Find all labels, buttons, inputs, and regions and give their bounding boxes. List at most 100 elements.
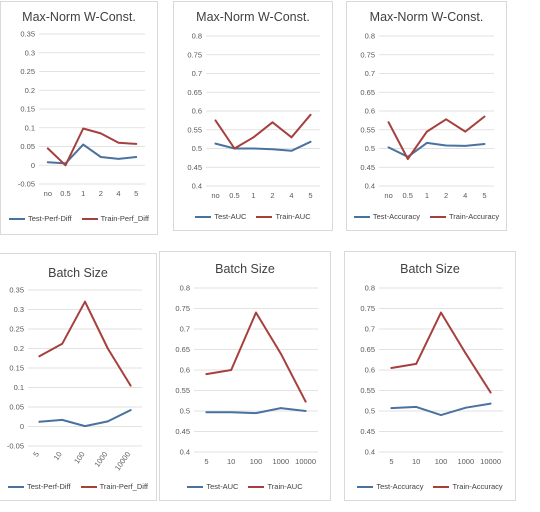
data-point [205, 373, 208, 375]
y-tick-label: 0.5 [365, 144, 375, 153]
data-point [387, 146, 390, 149]
data-point [426, 141, 428, 144]
y-tick-label: 0.65 [360, 88, 375, 97]
y-tick-label: 0.55 [360, 125, 375, 134]
data-point [106, 420, 109, 423]
x-tick-label: 0.5 [60, 189, 70, 198]
x-tick-label: 10 [412, 457, 420, 466]
chart-legend: Test-Perf-Diff Train-Perf_Diff [0, 482, 156, 491]
y-tick-label: 0.4 [180, 448, 190, 457]
legend-swatch [353, 215, 370, 218]
data-point [61, 418, 64, 421]
x-tick-label: 1000 [92, 450, 109, 469]
data-point [82, 127, 85, 130]
legend-swatch [248, 485, 265, 488]
x-tick-label: 10 [52, 450, 64, 462]
data-point [387, 121, 390, 124]
x-tick-label: 1 [425, 191, 429, 200]
legend-item: Train-AUC [256, 212, 311, 221]
y-tick-label: 0.5 [180, 407, 190, 416]
legend-item: Test-AUC [195, 212, 246, 221]
legend-swatch [433, 485, 450, 488]
y-tick-label: 0.7 [180, 325, 190, 334]
data-point [252, 136, 255, 139]
data-point [255, 412, 257, 414]
y-tick-label: 0.2 [25, 86, 35, 95]
x-tick-label: 0.5 [229, 191, 239, 200]
y-tick-label: 0.6 [365, 107, 375, 116]
chart-title: Max-Norm W-Const. [369, 10, 484, 24]
x-tick-label: 5 [31, 450, 41, 459]
series-line [38, 409, 132, 428]
legend-item: Train-Perf_Diff [81, 214, 149, 223]
y-tick-label: 0.8 [180, 284, 190, 293]
y-tick-label: 0.35 [9, 286, 24, 295]
x-tick-label: 10000 [113, 450, 132, 472]
y-tick-label: 0.05 [20, 142, 35, 151]
y-tick-label: 0.55 [187, 125, 202, 134]
y-tick-label: 0.25 [9, 325, 24, 334]
data-point [464, 406, 467, 409]
data-point [84, 425, 86, 428]
data-point [489, 402, 492, 405]
y-tick-label: 0.05 [9, 403, 24, 412]
series-line [205, 311, 307, 403]
data-point [464, 352, 467, 355]
x-tick-label: 100 [250, 457, 263, 466]
y-tick-label: 0.55 [360, 386, 375, 395]
data-point [390, 367, 393, 369]
data-point [129, 409, 132, 412]
data-point [214, 119, 217, 122]
y-tick-label: 0.35 [20, 30, 35, 39]
y-tick-label: 0.4 [365, 182, 375, 191]
data-point [233, 147, 236, 150]
x-tick-label: 2 [99, 189, 103, 198]
data-point [489, 391, 492, 394]
chart-legend: Test-Accuracy Train-Accuracy [347, 212, 506, 221]
legend-item: Test-Perf-Diff [8, 482, 71, 491]
data-point [135, 142, 138, 145]
legend-label: Train-Perf_Diff [100, 214, 149, 223]
legend-swatch [187, 485, 204, 488]
data-point [390, 407, 393, 410]
data-point [309, 140, 312, 143]
series-line [390, 311, 492, 394]
data-point [440, 414, 442, 416]
x-tick-label: 100 [435, 457, 448, 466]
chart-legend: Test-AUC Train-AUC [174, 212, 332, 221]
x-tick-label: 1000 [457, 457, 474, 466]
data-point [271, 121, 274, 124]
y-tick-label: 0.7 [365, 325, 375, 334]
data-point [445, 118, 447, 121]
data-point [483, 115, 486, 118]
data-point [255, 311, 257, 314]
x-tick-label: 10000 [480, 457, 501, 466]
legend-item: Train-Accuracy [429, 212, 499, 221]
series-line [214, 140, 312, 152]
data-point [129, 384, 132, 387]
y-tick-label: 0.1 [25, 123, 35, 132]
data-point [106, 347, 109, 350]
data-point [290, 136, 293, 139]
y-tick-label: 0.25 [20, 67, 35, 76]
data-point [440, 311, 442, 314]
data-point [99, 156, 102, 158]
y-tick-label: 0.75 [360, 50, 375, 59]
chart-title: Max-Norm W-Const. [22, 10, 136, 24]
legend-label: Test-Perf-Diff [27, 482, 71, 491]
data-point [99, 132, 102, 135]
y-tick-label: 0.1 [14, 383, 24, 392]
y-tick-label: 0.65 [360, 345, 375, 354]
data-point [38, 355, 41, 358]
x-tick-label: no [384, 191, 392, 200]
series-line [390, 402, 492, 417]
chart-panel-batchsize-accuracy: Batch Size 0.4 0.45 0.5 0.55 0.6 0.65 0.7 0.75 0.… [344, 251, 516, 501]
y-tick-label: 0.3 [25, 48, 35, 57]
data-point [230, 411, 233, 414]
chart-panel-maxnorm-accuracy: Max-Norm W-Const. 0.4 0.45 0.5 0.55 0.6 0.65 0.… [346, 1, 507, 231]
y-tick-label: 0.6 [180, 366, 190, 375]
data-point [304, 400, 307, 403]
x-tick-label: no [44, 189, 52, 198]
chart-plot: 0.4 0.45 0.5 0.55 0.6 0.65 0.7 0.75 0.8 5 10 100 100… [175, 284, 318, 466]
legend-swatch [81, 217, 98, 220]
